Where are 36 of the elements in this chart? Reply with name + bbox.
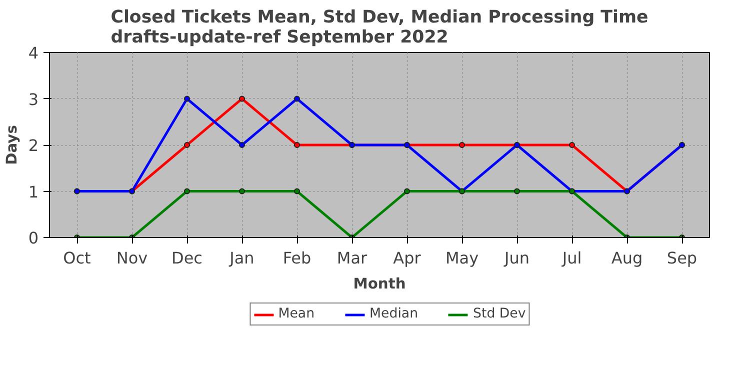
point: [184, 188, 190, 194]
legend-label: Median: [370, 306, 418, 322]
x-tick-label: Dec: [172, 248, 202, 268]
x-tick-label: Jul: [561, 248, 582, 268]
point: [459, 142, 465, 148]
x-tick-label: Apr: [393, 248, 422, 268]
x-tick-label: May: [445, 248, 479, 268]
point: [294, 188, 300, 194]
point: [294, 96, 300, 102]
chart-title: Closed Tickets Mean, Std Dev, Median Processing Time drafts-update-ref September 2022: [110, 8, 648, 48]
point: [294, 142, 300, 148]
point: [239, 188, 245, 194]
y-axis-title: Days: [3, 124, 20, 165]
point: [239, 142, 245, 148]
legend-label: Mean: [278, 306, 315, 322]
point: [404, 188, 410, 194]
x-tick-label: Nov: [116, 248, 148, 268]
x-tick-label: Oct: [63, 248, 91, 268]
x-tick-label: Jun: [504, 248, 530, 268]
x-tick-label: Sep: [666, 248, 698, 268]
point: [184, 142, 190, 148]
point: [239, 96, 245, 102]
x-tick-label: Jan: [228, 248, 254, 268]
x-tick-label: Aug: [611, 248, 643, 268]
y-tick-label: 4: [28, 44, 39, 62]
x-tick-label: Feb: [282, 248, 312, 268]
point: [569, 142, 575, 148]
x-axis-title: Month: [353, 276, 406, 292]
y-tick-label: 0: [28, 228, 39, 248]
y-tick-label: 3: [28, 90, 39, 109]
y-tick-label: 1: [28, 182, 39, 202]
y-tick-label: 2: [28, 136, 39, 155]
point: [184, 96, 190, 102]
x-tick-label: Mar: [336, 248, 368, 268]
point: [514, 188, 520, 194]
legend-label: Std Dev: [473, 306, 526, 322]
